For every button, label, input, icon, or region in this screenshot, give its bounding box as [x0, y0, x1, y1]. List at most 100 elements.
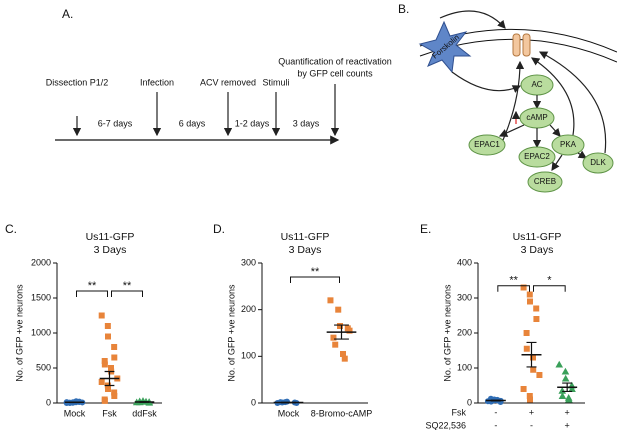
event-label: Quantification of reactivation: [278, 56, 392, 66]
point: [101, 397, 108, 404]
y-tick-label: 0: [251, 397, 256, 407]
point: [558, 392, 567, 399]
point: [530, 366, 537, 373]
x-tick-label: Fsk: [102, 408, 117, 418]
arrow: [551, 154, 563, 171]
point: [111, 344, 118, 350]
point: [568, 385, 576, 392]
y-axis-label: No. of GFP +ve neurons: [226, 284, 236, 382]
chart-subtitle: 3 Days: [289, 244, 322, 256]
point: [101, 358, 108, 364]
arrow: [531, 57, 575, 136]
point: [555, 360, 564, 368]
point: [530, 354, 536, 361]
channel: [512, 33, 521, 57]
arrow: [439, 10, 506, 29]
node: [518, 146, 556, 168]
y-tick-label: 300: [457, 292, 472, 302]
node: [582, 152, 614, 174]
point: [527, 298, 533, 305]
error-bar: [526, 341, 537, 368]
point: [533, 316, 540, 322]
y-axis-label: No. of GFP +ve neurons: [442, 284, 452, 382]
arrow: [549, 124, 561, 137]
event-label: Dissection P1/2: [46, 77, 109, 87]
y-tick-label: 0: [467, 397, 472, 407]
point: [105, 386, 111, 392]
significance-label: **: [123, 280, 132, 292]
arrow: [502, 60, 525, 141]
node-label: cAMP: [526, 113, 547, 122]
point: [111, 393, 118, 399]
condition-value: -: [530, 420, 533, 430]
node: [527, 171, 563, 193]
point: [536, 372, 543, 378]
point: [335, 306, 342, 313]
event-label: Stimuli: [262, 77, 289, 87]
panel-label: A.: [62, 7, 73, 21]
significance-bracket: [290, 276, 340, 283]
y-tick-label: 200: [457, 327, 472, 337]
significance-label: **: [509, 275, 518, 287]
channel: [522, 33, 531, 57]
condition-name: SQ22,536: [425, 420, 466, 430]
y-tick-label: 0: [46, 397, 51, 407]
event-label: ACV removed: [200, 77, 256, 87]
chart-title: Us11-GFP: [86, 231, 135, 243]
event-label: Infection: [140, 77, 174, 87]
arrow: [538, 51, 607, 154]
point: [98, 312, 105, 319]
condition-value: +: [565, 420, 570, 430]
significance-label: **: [311, 266, 320, 278]
y-tick-label: 100: [241, 351, 256, 361]
y-tick-label: 300: [241, 257, 256, 267]
chart-subtitle: 3 Days: [94, 244, 127, 256]
node: [551, 134, 585, 156]
interval-label: 6-7 days: [98, 118, 133, 128]
point: [523, 345, 530, 352]
chart-subtitle: 3 Days: [521, 244, 554, 256]
point: [98, 379, 105, 385]
y-axis-label: No. of GFP +ve neurons: [14, 284, 24, 382]
point: [104, 323, 111, 329]
event-arrows: [72, 84, 340, 137]
y-tick-label: 400: [457, 257, 472, 267]
condition-value: +: [529, 407, 534, 417]
point: [565, 395, 573, 403]
interval-label: 3 days: [293, 118, 320, 128]
panel-label: D.: [213, 222, 225, 236]
significance-bracket: [533, 285, 566, 292]
timeline: A. Dissection P1/2 Infection ACV removed…: [46, 7, 392, 145]
point: [526, 393, 533, 399]
node-label: CREB: [534, 177, 556, 186]
pathway: B. Forskolin AC cAMP EPAC1 EPAC2 PKA CRE…: [398, 2, 617, 193]
point: [101, 361, 108, 368]
point: [527, 396, 533, 403]
node-label: EPAC1: [474, 140, 500, 149]
panel-label: C.: [5, 222, 17, 236]
significance-bracket: [111, 290, 143, 297]
error-bar: [104, 370, 115, 387]
x-tick-label: ddFsk: [132, 408, 157, 418]
point: [337, 323, 343, 329]
node-label: DLK: [590, 158, 606, 167]
panel-label: E.: [420, 222, 431, 236]
interval-label: 6 days: [179, 118, 206, 128]
error-bar: [562, 382, 573, 393]
node-label: PKA: [560, 140, 577, 149]
significance-bracket: [497, 285, 530, 292]
arrow: [451, 71, 522, 93]
point: [108, 365, 114, 371]
chart-title: Us11-GFP: [513, 231, 562, 243]
significance-label: **: [88, 280, 97, 292]
y-tick-label: 500: [36, 362, 51, 372]
node-label: EPAC2: [524, 152, 550, 161]
error-bar: [139, 401, 150, 403]
point: [561, 367, 570, 375]
node: [468, 134, 506, 156]
significance-bracket: [76, 290, 108, 297]
point: [341, 355, 348, 362]
point: [111, 389, 118, 396]
node-label: AC: [531, 80, 542, 89]
